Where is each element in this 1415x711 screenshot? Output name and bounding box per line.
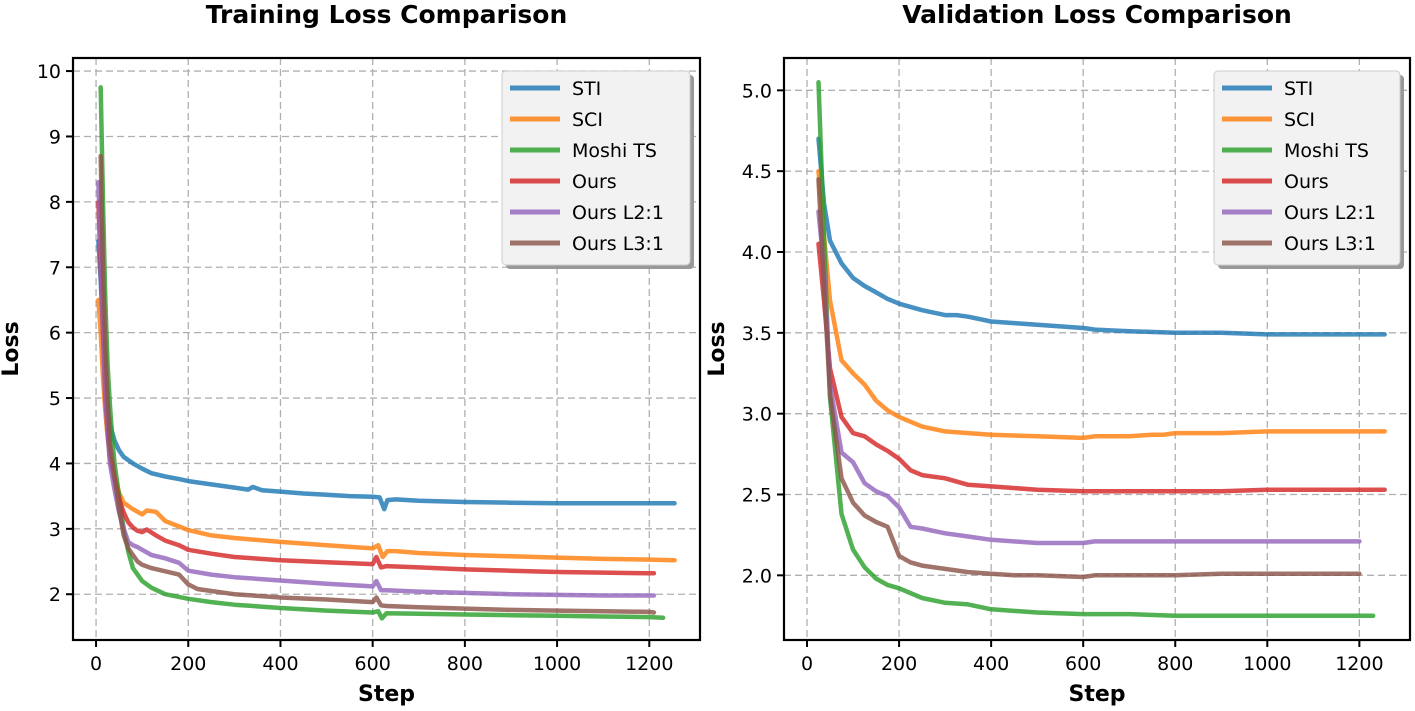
legend-label-ours-l3-1: Ours L3:1 bbox=[1284, 233, 1376, 255]
legend-label-ours-l2-1: Ours L2:1 bbox=[572, 202, 664, 224]
legend-label-ours: Ours bbox=[572, 171, 617, 193]
x-tick-label: 1200 bbox=[625, 653, 673, 675]
x-tick-label: 1200 bbox=[1335, 653, 1383, 675]
y-tick-label: 7 bbox=[49, 257, 61, 279]
x-tick-label: 1000 bbox=[533, 653, 581, 675]
legend-label-ours-l2-1: Ours L2:1 bbox=[1284, 202, 1376, 224]
y-tick-label: 4.5 bbox=[742, 161, 772, 183]
legend: STI SCI Moshi TS Ours Ours L2:1 Ours L3:1 bbox=[1213, 70, 1404, 269]
series-line-sci bbox=[96, 297, 677, 563]
x-tick-label: 400 bbox=[973, 653, 1009, 675]
legend-label-sti: STI bbox=[572, 78, 601, 100]
x-tick-label: 0 bbox=[90, 653, 102, 675]
legend-label-sti: STI bbox=[1284, 78, 1313, 100]
series-line-ours-l3-1 bbox=[98, 153, 657, 615]
training-loss-panel: 0 200 400 600 800 1000 1200 2 3 4 5 6 7 8 9 10 Training … bbox=[0, 0, 702, 707]
x-tick-label: 200 bbox=[881, 653, 917, 675]
series-line-moshi-ts bbox=[816, 80, 1376, 619]
y-tick-label: 2.5 bbox=[742, 485, 772, 507]
legend-label-sci: SCI bbox=[572, 109, 603, 131]
y-tick-label: 10 bbox=[37, 61, 61, 83]
x-tick-label: 600 bbox=[355, 653, 391, 675]
legend-label-ours-l3-1: Ours L3:1 bbox=[572, 233, 664, 255]
series-line-sci bbox=[816, 168, 1387, 441]
x-tick-label: 200 bbox=[170, 653, 206, 675]
legend: STI SCI Moshi TS Ours Ours L2:1 Ours L3:1 bbox=[501, 70, 694, 269]
y-axis-label: Loss bbox=[705, 321, 730, 376]
y-tick-label: 5 bbox=[49, 388, 61, 410]
y-tick-label: 3.5 bbox=[742, 323, 772, 345]
series-line-sti bbox=[96, 238, 677, 512]
y-tick-label: 8 bbox=[49, 192, 61, 214]
x-tick-label: 0 bbox=[801, 653, 813, 675]
series-line-ours-l2-1 bbox=[96, 179, 657, 598]
x-axis-label: Step bbox=[1068, 682, 1125, 707]
legend-label-sci: SCI bbox=[1284, 109, 1315, 131]
y-tick-label: 4 bbox=[49, 453, 61, 475]
series-line-ours bbox=[816, 241, 1387, 494]
legend-label-moshi-ts: Moshi TS bbox=[572, 140, 657, 162]
x-tick-label: 1000 bbox=[1243, 653, 1291, 675]
series-line-moshi-ts bbox=[98, 85, 666, 621]
x-axis-label: Step bbox=[358, 682, 415, 707]
y-axis-label: Loss bbox=[0, 321, 24, 376]
x-tick-label: 800 bbox=[1157, 653, 1193, 675]
axes-frame bbox=[71, 56, 702, 642]
y-tick-label: 3 bbox=[49, 519, 61, 541]
legend-label-moshi-ts: Moshi TS bbox=[1284, 140, 1369, 162]
axes-frame bbox=[782, 56, 1412, 642]
y-tick-label: 9 bbox=[49, 126, 61, 148]
y-tick-label: 4.0 bbox=[742, 242, 772, 264]
chart-title: Validation Loss Comparison bbox=[902, 0, 1292, 29]
y-tick-label: 6 bbox=[49, 323, 61, 345]
y-tick-label: 2 bbox=[49, 584, 61, 606]
series-line-ours-l2-1 bbox=[816, 209, 1362, 546]
x-tick-label: 800 bbox=[447, 653, 483, 675]
chart-title: Training Loss Comparison bbox=[206, 0, 568, 29]
legend-label-ours: Ours bbox=[1284, 171, 1329, 193]
y-tick-label: 5.0 bbox=[742, 80, 772, 102]
x-tick-label: 400 bbox=[262, 653, 298, 675]
y-tick-label: 2.0 bbox=[742, 565, 772, 587]
validation-loss-panel: 0 200 400 600 800 1000 1200 2.0 2.5 3.0 3.5 4.0 4.5 5… bbox=[705, 0, 1412, 707]
series-line-sti bbox=[816, 136, 1387, 337]
y-tick-label: 3.0 bbox=[742, 404, 772, 426]
series-line-ours-l3-1 bbox=[816, 177, 1362, 580]
x-tick-label: 600 bbox=[1065, 653, 1101, 675]
